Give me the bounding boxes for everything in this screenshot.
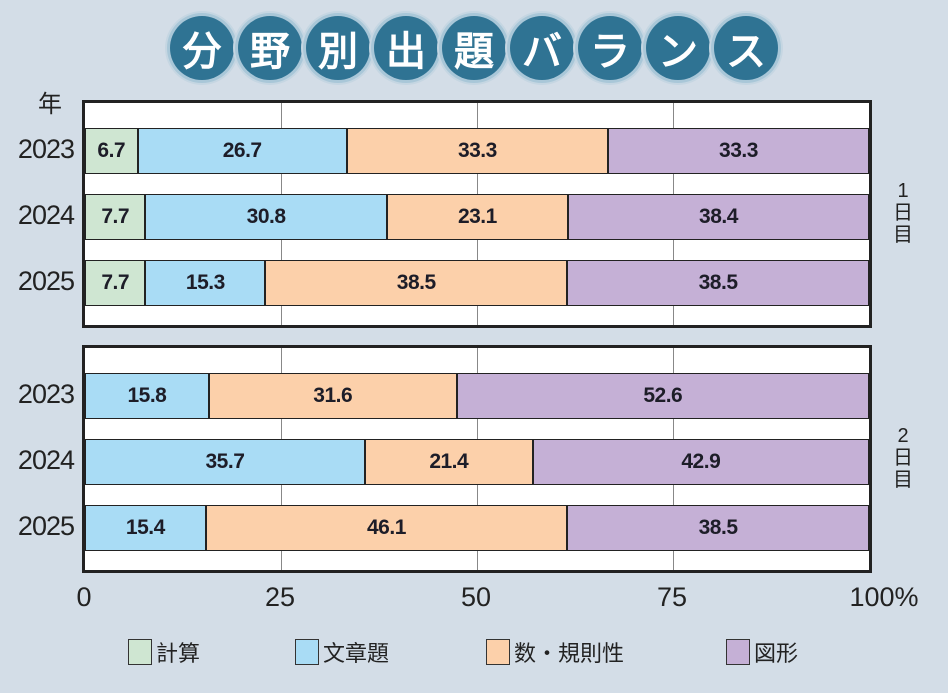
bar-segment: 6.7	[85, 128, 138, 174]
data-label: 52.6	[643, 384, 683, 407]
data-label: 46.1	[367, 516, 406, 539]
data-label: 15.8	[127, 384, 167, 407]
legend-item: 文章題	[295, 636, 389, 668]
y-tick-label: 2023	[17, 379, 75, 409]
data-label: 38.5	[698, 271, 738, 294]
legend-swatch	[486, 639, 510, 665]
legend-label: 計算	[156, 641, 201, 666]
title-character: 出	[374, 16, 438, 80]
bar-segment: 38.4	[567, 194, 869, 240]
chart-title: 分野別出題バランス	[0, 10, 948, 86]
data-label: 15.4	[125, 516, 165, 539]
title-character: 野	[238, 16, 302, 80]
bar-segment: 38.5	[567, 505, 869, 551]
bar-segment: 38.5	[567, 260, 869, 306]
bar-row: 15.4 46.1 38.5	[85, 505, 869, 551]
data-label: 26.7	[222, 139, 262, 162]
title-character: 別	[306, 16, 370, 80]
bar-segment: 23.1	[386, 194, 568, 240]
bar-segment: 52.6	[456, 373, 869, 419]
x-tick-label: 75	[656, 582, 688, 612]
legend-swatch	[726, 639, 750, 665]
y-tick-label: 2024	[17, 200, 75, 230]
legend: 計算 文章題 数・規則性 図形	[0, 636, 948, 670]
day-label-line: 目	[893, 469, 913, 491]
legend-label: 文章題	[323, 641, 390, 666]
data-label: 31.6	[313, 384, 353, 407]
data-label: 38.5	[698, 516, 738, 539]
day-label-line: 日	[893, 447, 913, 469]
bar-row: 7.7 30.8 23.1 38.4	[85, 194, 869, 240]
data-label: 35.7	[205, 450, 245, 473]
x-tick-label: 0	[76, 582, 92, 612]
legend-item: 計算	[128, 636, 200, 668]
y-tick-label: 2025	[17, 511, 75, 541]
legend-label: 図形	[754, 641, 799, 666]
bar-segment: 7.7	[85, 194, 146, 240]
data-label: 42.9	[681, 450, 721, 473]
data-label: 6.7	[97, 139, 126, 162]
y-axis-header: 年	[38, 91, 62, 118]
data-label: 30.8	[246, 205, 286, 228]
day-label-line: 2	[897, 425, 909, 447]
y-tick-label: 2023	[17, 134, 75, 164]
bar-segment: 7.7	[85, 260, 146, 306]
data-label: 38.5	[396, 271, 436, 294]
data-label: 33.3	[457, 139, 497, 162]
title-character: バ	[510, 16, 574, 80]
chart-panel-day-1: 6.7 26.7 33.3 33.3 7.7 30.8 23.1 38.4 7.7 15.3 38.…	[82, 100, 872, 328]
bar-segment: 33.3	[346, 128, 608, 174]
legend-swatch	[295, 639, 319, 665]
bar-segment: 46.1	[205, 505, 568, 551]
data-label: 21.4	[429, 450, 469, 473]
title-character: ス	[714, 16, 778, 80]
x-tick-label: 25	[264, 582, 296, 612]
day-label-line: 1	[897, 180, 909, 202]
y-tick-label: 2025	[17, 266, 75, 296]
data-label: 33.3	[719, 139, 758, 162]
bar-row: 7.7 15.3 38.5 38.5	[85, 260, 869, 306]
legend-swatch	[128, 639, 152, 665]
day-label-line: 目	[893, 224, 913, 246]
legend-label: 数・規則性	[514, 641, 625, 666]
title-character: 分	[170, 16, 234, 80]
data-label: 23.1	[457, 205, 497, 228]
y-tick-label: 2024	[17, 445, 75, 475]
data-label: 38.4	[699, 205, 738, 228]
bar-row: 15.8 31.6 52.6	[85, 373, 869, 419]
bar-segment: 35.7	[85, 439, 365, 485]
bar-segment: 15.3	[145, 260, 266, 306]
bar-row: 35.7 21.4 42.9	[85, 439, 869, 485]
bar-segment: 33.3	[607, 128, 869, 174]
chart-panel-day-2: 15.8 31.6 52.6 35.7 21.4 42.9 15.4 46.1 38.5	[82, 345, 872, 573]
data-label: 7.7	[101, 205, 130, 228]
bar-segment: 15.8	[85, 373, 209, 419]
bar-segment: 21.4	[364, 439, 533, 485]
bar-segment: 31.6	[208, 373, 457, 419]
bar-row: 6.7 26.7 33.3 33.3	[85, 128, 869, 174]
bar-segment: 42.9	[532, 439, 869, 485]
data-label: 7.7	[101, 271, 130, 294]
data-label: 15.3	[185, 271, 225, 294]
legend-item: 図形	[726, 636, 798, 668]
day-label-line: 日	[893, 202, 913, 224]
x-tick-label: 50	[460, 582, 492, 612]
bar-segment: 30.8	[145, 194, 387, 240]
x-tick-label: 100%	[849, 582, 919, 612]
legend-item: 数・規則性	[486, 636, 624, 668]
title-character: ラ	[578, 16, 642, 80]
bar-segment: 38.5	[265, 260, 568, 306]
title-character: 題	[442, 16, 506, 80]
title-character: ン	[646, 16, 710, 80]
bar-segment: 15.4	[85, 505, 206, 551]
bar-segment: 26.7	[137, 128, 347, 174]
